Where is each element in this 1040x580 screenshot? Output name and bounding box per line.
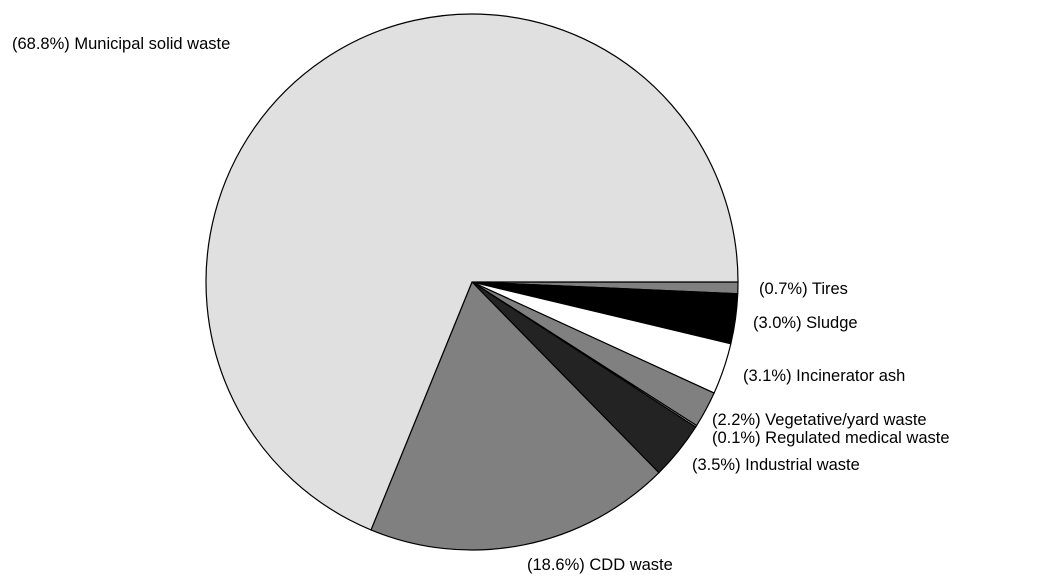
slice-label-2: (3.1%) Incinerator ash bbox=[743, 367, 905, 385]
slice-label-0: (0.7%) Tires bbox=[759, 280, 848, 298]
slice-label-1: (3.0%) Sludge bbox=[753, 314, 858, 332]
pie-slice-6 bbox=[370, 280, 660, 551]
labels-layer: (0.7%) Tires (3.0%) Sludge (3.1%) Incinera… bbox=[12, 35, 950, 574]
slice-label-3: (2.2%) Vegetative/yard waste bbox=[712, 411, 927, 429]
slice-label-7: (68.8%) Municipal solid waste bbox=[12, 35, 230, 53]
slice-label-6: (18.6%) CDD waste bbox=[527, 556, 673, 574]
slice-label-4: (0.1%) Regulated medical waste bbox=[712, 429, 950, 447]
slices-layer bbox=[205, 13, 739, 551]
pie-slice-7 bbox=[205, 13, 739, 531]
slice-label-5: (3.5%) Industrial waste bbox=[692, 456, 860, 474]
